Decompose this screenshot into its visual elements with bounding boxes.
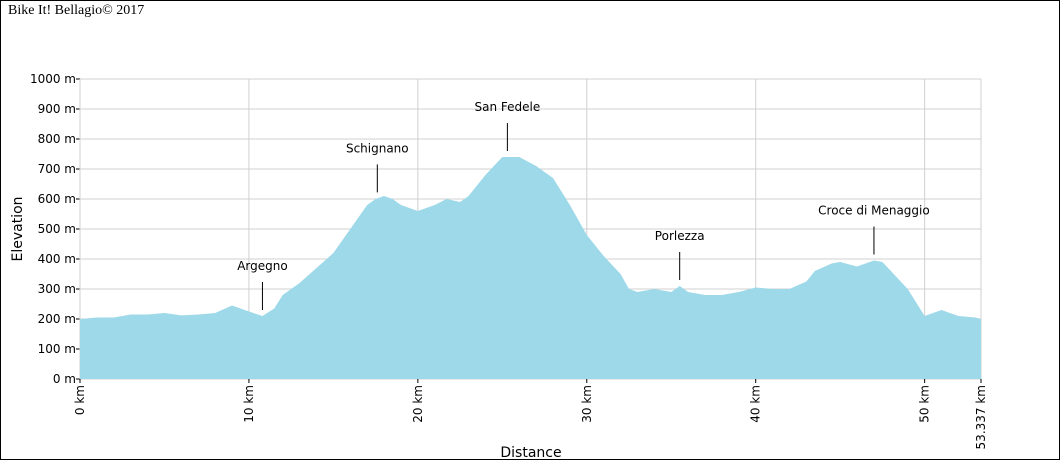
y-tick-label: 800 m	[38, 132, 76, 146]
elevation-area	[80, 157, 981, 379]
y-tick-label: 200 m	[38, 312, 76, 326]
annotation-label: Schignano	[346, 141, 409, 155]
y-tick-label: 700 m	[38, 162, 76, 176]
y-tick-label: 600 m	[38, 192, 76, 206]
x-axis-title: Distance	[500, 445, 561, 460]
x-tick-label: 10 km	[242, 385, 256, 423]
y-axis-title: Elevation	[10, 196, 26, 261]
y-tick-label: 100 m	[38, 342, 76, 356]
x-tick-label: 0 km	[73, 385, 87, 415]
x-tick-label: 50 km	[918, 385, 932, 423]
annotation-label: Argegno	[237, 259, 288, 273]
x-tick-label: 20 km	[411, 385, 425, 423]
x-tick-label: 40 km	[749, 385, 763, 423]
annotation-label: Porlezza	[655, 229, 705, 243]
y-tick-label: 300 m	[38, 282, 76, 296]
annotation-label: Croce di Menaggio	[818, 204, 930, 218]
watermark: Bike It! Bellagio© 2017	[8, 3, 144, 18]
y-tick-label: 0 m	[53, 372, 76, 386]
y-tick-label: 500 m	[38, 222, 76, 236]
x-tick-label: 30 km	[580, 385, 594, 423]
x-tick-label: 53.337 km	[974, 385, 988, 449]
y-tick-label: 900 m	[38, 102, 76, 116]
y-tick-label: 1000 m	[30, 72, 76, 86]
y-tick-label: 400 m	[38, 252, 76, 266]
annotation-label: San Fedele	[475, 100, 541, 114]
